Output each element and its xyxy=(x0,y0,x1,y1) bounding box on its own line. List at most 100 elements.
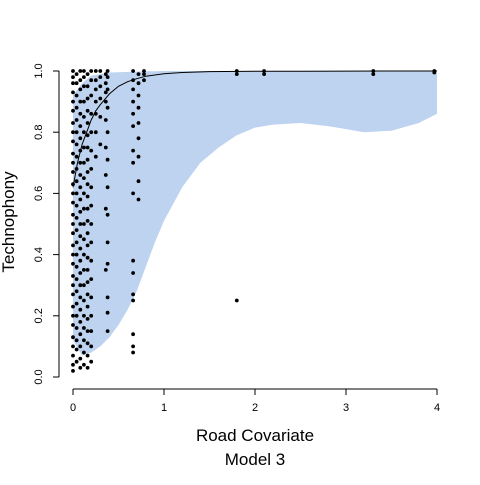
data-point xyxy=(71,151,75,156)
data-point xyxy=(103,90,108,95)
data-point xyxy=(98,142,103,147)
data-point xyxy=(82,145,86,150)
data-point xyxy=(85,341,90,346)
data-point xyxy=(85,268,90,272)
data-point xyxy=(78,234,83,239)
data-point xyxy=(234,72,239,76)
data-point xyxy=(71,81,75,86)
data-point xyxy=(105,240,110,245)
data-point xyxy=(71,160,75,165)
data-point xyxy=(85,353,90,358)
data-point xyxy=(78,365,83,370)
data-point xyxy=(78,99,83,104)
data-point xyxy=(136,105,141,110)
data-point xyxy=(89,258,94,263)
data-point xyxy=(85,219,90,223)
data-point xyxy=(71,231,75,236)
data-point xyxy=(74,228,79,233)
data-point xyxy=(85,170,90,174)
data-point xyxy=(103,99,108,104)
data-point xyxy=(93,154,98,159)
data-point xyxy=(85,365,90,370)
y-tick-label: 0.2 xyxy=(33,308,45,323)
y-tick-label: 0.6 xyxy=(33,186,45,201)
data-point xyxy=(71,191,75,196)
data-point xyxy=(78,332,83,337)
data-point xyxy=(74,326,79,330)
data-point xyxy=(105,212,110,217)
data-point xyxy=(78,69,83,73)
data-point xyxy=(74,289,79,294)
data-point xyxy=(78,307,83,312)
data-point xyxy=(85,84,90,89)
data-point xyxy=(74,264,79,269)
data-point xyxy=(74,347,79,352)
data-point xyxy=(71,222,75,226)
data-point xyxy=(82,160,86,165)
x-tick-label: 1 xyxy=(161,402,167,414)
data-point xyxy=(71,274,75,278)
data-point xyxy=(136,136,141,141)
data-point xyxy=(71,212,75,217)
data-point xyxy=(89,295,94,300)
data-point xyxy=(85,280,90,284)
data-point xyxy=(98,96,103,101)
data-point xyxy=(136,93,141,98)
data-point xyxy=(71,283,75,288)
data-point xyxy=(82,176,86,181)
data-point xyxy=(78,173,83,177)
data-point xyxy=(71,252,75,257)
data-point xyxy=(71,99,75,104)
chart-subtitle: Model 3 xyxy=(225,450,285,469)
data-point xyxy=(74,179,79,184)
data-point xyxy=(131,258,136,263)
data-point xyxy=(71,261,75,266)
data-point xyxy=(74,118,79,122)
data-point xyxy=(85,157,90,162)
data-point xyxy=(93,130,98,135)
data-point xyxy=(78,197,83,202)
data-point xyxy=(82,252,86,257)
axes: 0 1 2 3 4 0.0 0.2 0.4 0.6 0.8 1.0 xyxy=(33,63,440,414)
data-point xyxy=(71,344,75,349)
y-tick-label: 1.0 xyxy=(33,63,45,78)
data-point xyxy=(105,69,110,73)
data-point xyxy=(136,197,141,202)
data-point xyxy=(103,81,108,86)
data-point xyxy=(131,332,136,337)
data-point xyxy=(71,292,75,297)
data-point xyxy=(89,69,94,73)
data-point xyxy=(74,240,79,245)
data-point xyxy=(74,338,79,343)
data-point xyxy=(71,139,75,144)
data-point xyxy=(89,78,94,83)
data-point xyxy=(78,160,83,165)
data-point xyxy=(131,99,136,104)
data-point xyxy=(82,268,86,272)
data-point xyxy=(131,344,136,349)
data-point xyxy=(78,124,83,128)
data-point xyxy=(105,105,110,110)
data-point xyxy=(105,329,110,333)
data-point xyxy=(89,111,94,116)
data-point xyxy=(85,243,90,248)
data-point xyxy=(85,255,90,260)
data-point xyxy=(103,145,108,150)
data-point xyxy=(89,167,94,171)
data-point xyxy=(131,191,136,196)
data-point xyxy=(89,222,94,226)
data-point xyxy=(82,313,86,318)
data-point xyxy=(71,243,75,248)
data-point xyxy=(105,310,110,315)
data-point xyxy=(74,252,79,257)
data-point xyxy=(78,136,83,141)
data-point xyxy=(131,87,136,92)
x-tick-label: 2 xyxy=(252,402,258,414)
x-tick-label: 4 xyxy=(434,402,440,414)
data-point xyxy=(78,78,83,83)
data-point xyxy=(89,277,94,281)
data-point xyxy=(71,362,75,367)
data-point xyxy=(131,69,136,73)
data-point xyxy=(71,121,75,125)
